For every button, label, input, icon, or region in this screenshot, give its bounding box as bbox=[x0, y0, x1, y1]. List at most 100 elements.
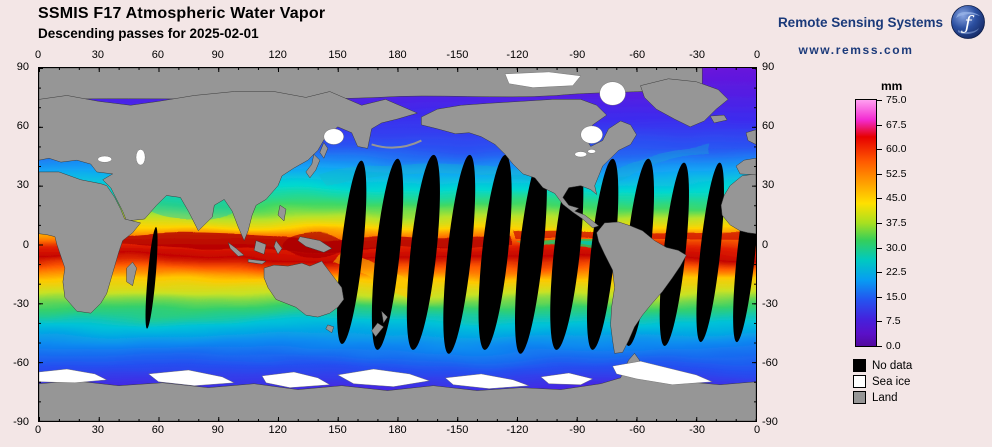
land-greenland bbox=[640, 78, 729, 128]
land-africa bbox=[39, 171, 141, 314]
tick-label: -30 bbox=[689, 424, 706, 436]
tick-label: -60 bbox=[13, 356, 29, 369]
tick-label: 180 bbox=[388, 424, 407, 436]
tick-label: -30 bbox=[13, 297, 29, 310]
tick-label: -60 bbox=[629, 49, 646, 61]
tick-label: 45.0 bbox=[876, 192, 907, 205]
land-new-zealand bbox=[371, 310, 388, 337]
tick-label: 30 bbox=[91, 49, 105, 61]
sea-ice-swatch bbox=[853, 375, 866, 388]
land-madagascar bbox=[126, 261, 137, 286]
land-west-africa bbox=[720, 173, 756, 234]
lon-axis-bottom: 0 30 60 90 120 150 180 -150 -120 -90 -60 -30 0 bbox=[34, 424, 761, 437]
tick-label: 0 bbox=[34, 49, 42, 61]
tick-label: -120 bbox=[506, 49, 529, 61]
tick-label: 22.5 bbox=[876, 266, 907, 279]
tick-label: 60 bbox=[151, 424, 164, 436]
no-data-swatch bbox=[853, 359, 866, 372]
tick-label: 0 bbox=[22, 238, 29, 251]
tick-label: 30 bbox=[762, 179, 775, 192]
tick-label: -60 bbox=[629, 424, 646, 436]
land-south-america bbox=[596, 221, 687, 354]
land-sumatra bbox=[227, 242, 245, 257]
lon-axis-top: 0 30 60 90 120 150 180 -150 -120 -90 -60 -30 0 bbox=[34, 49, 761, 62]
tick-label: 120 bbox=[268, 424, 287, 436]
land-aleutians bbox=[371, 139, 422, 149]
tick-label: -30 bbox=[762, 297, 778, 310]
land-australia bbox=[263, 260, 344, 318]
colorbar-title: mm bbox=[881, 79, 903, 93]
world-map bbox=[39, 68, 756, 421]
land-sulawesi bbox=[273, 240, 283, 255]
map-plot bbox=[38, 67, 757, 422]
remss-globe-logo[interactable]: ƒ bbox=[950, 4, 986, 40]
tick-label: 15.0 bbox=[876, 290, 907, 303]
legend-label: No data bbox=[872, 359, 913, 372]
tick-label: -150 bbox=[446, 49, 469, 61]
lat-axis-left: 90 60 30 0 -30 -60 -90 bbox=[0, 61, 33, 428]
land-masses bbox=[39, 68, 756, 421]
land-iberia bbox=[735, 157, 756, 176]
tick-label: 60 bbox=[16, 120, 29, 133]
tick-label: 30.0 bbox=[876, 241, 907, 254]
colorbar-labels: 75.0 67.5 60.0 52.5 45.0 37.5 30.0 22.5 15.0 7.5 0… bbox=[876, 94, 923, 352]
legend-item-land: Land bbox=[853, 391, 912, 404]
tick-label: 150 bbox=[328, 424, 347, 436]
tick-label: 60.0 bbox=[876, 143, 907, 156]
tick-label: 60 bbox=[762, 120, 775, 133]
page-subtitle: Descending passes for 2025-02-01 bbox=[38, 26, 259, 41]
tick-label: -90 bbox=[569, 49, 586, 61]
no-data-swaths bbox=[145, 154, 756, 354]
land-tasmania bbox=[325, 324, 335, 333]
logo-glyph: ƒ bbox=[960, 12, 974, 34]
tick-label: -90 bbox=[569, 424, 586, 436]
page-title: SSMIS F17 Atmospheric Water Vapor bbox=[38, 5, 326, 22]
colorbar bbox=[855, 99, 877, 347]
tick-label: 180 bbox=[388, 49, 407, 61]
tick-label: 90 bbox=[16, 61, 29, 73]
tick-label: 90 bbox=[211, 424, 224, 436]
tick-label: -90 bbox=[13, 416, 29, 428]
tick-label: 75.0 bbox=[876, 94, 907, 106]
tick-label: 150 bbox=[328, 49, 347, 61]
tick-label: -90 bbox=[762, 416, 778, 428]
tick-label: 0 bbox=[762, 238, 769, 251]
tick-label: -150 bbox=[446, 424, 469, 436]
legend-label: Land bbox=[872, 391, 898, 404]
tick-label: -60 bbox=[762, 356, 778, 369]
land-japan bbox=[305, 154, 321, 179]
tick-label: 90 bbox=[211, 49, 224, 61]
legend-item-sea-ice: Sea ice bbox=[853, 375, 912, 388]
brand-name: Remote Sensing Systems bbox=[777, 14, 943, 30]
tick-label: -30 bbox=[689, 49, 706, 61]
tick-label: 30 bbox=[16, 179, 29, 192]
land-iceland bbox=[709, 114, 728, 124]
tick-label: 7.5 bbox=[877, 315, 901, 328]
remss-url-link[interactable]: www.remss.com bbox=[798, 43, 914, 57]
branding-block: Remote Sensing Systems ƒ www.remss.com bbox=[778, 4, 986, 57]
legend-item-no-data: No data bbox=[853, 359, 912, 372]
lat-axis-right: 90 60 30 0 -30 -60 -90 bbox=[760, 61, 794, 428]
tick-label: 0 bbox=[753, 424, 761, 436]
legend: No data Sea ice Land bbox=[853, 359, 912, 407]
land-sakhalin bbox=[319, 142, 329, 159]
tick-label: 0.0 bbox=[877, 340, 901, 352]
tick-label: 52.5 bbox=[876, 167, 907, 180]
land-java bbox=[247, 258, 267, 265]
tick-label: 30 bbox=[91, 424, 105, 436]
tick-label: 90 bbox=[762, 61, 775, 73]
sea-ice bbox=[39, 71, 713, 389]
tick-label: 60 bbox=[151, 49, 164, 61]
tick-label: 67.5 bbox=[876, 118, 907, 131]
tick-label: -120 bbox=[506, 424, 529, 436]
tick-label: 120 bbox=[268, 49, 287, 61]
land-eurasia bbox=[39, 91, 418, 241]
tick-label: 0 bbox=[34, 424, 42, 436]
land-borneo bbox=[253, 240, 267, 255]
land-new-guinea bbox=[297, 236, 333, 253]
land-philippines bbox=[277, 205, 287, 222]
legend-label: Sea ice bbox=[872, 375, 911, 388]
tick-label: 0 bbox=[753, 49, 761, 61]
land-swatch bbox=[853, 391, 866, 404]
